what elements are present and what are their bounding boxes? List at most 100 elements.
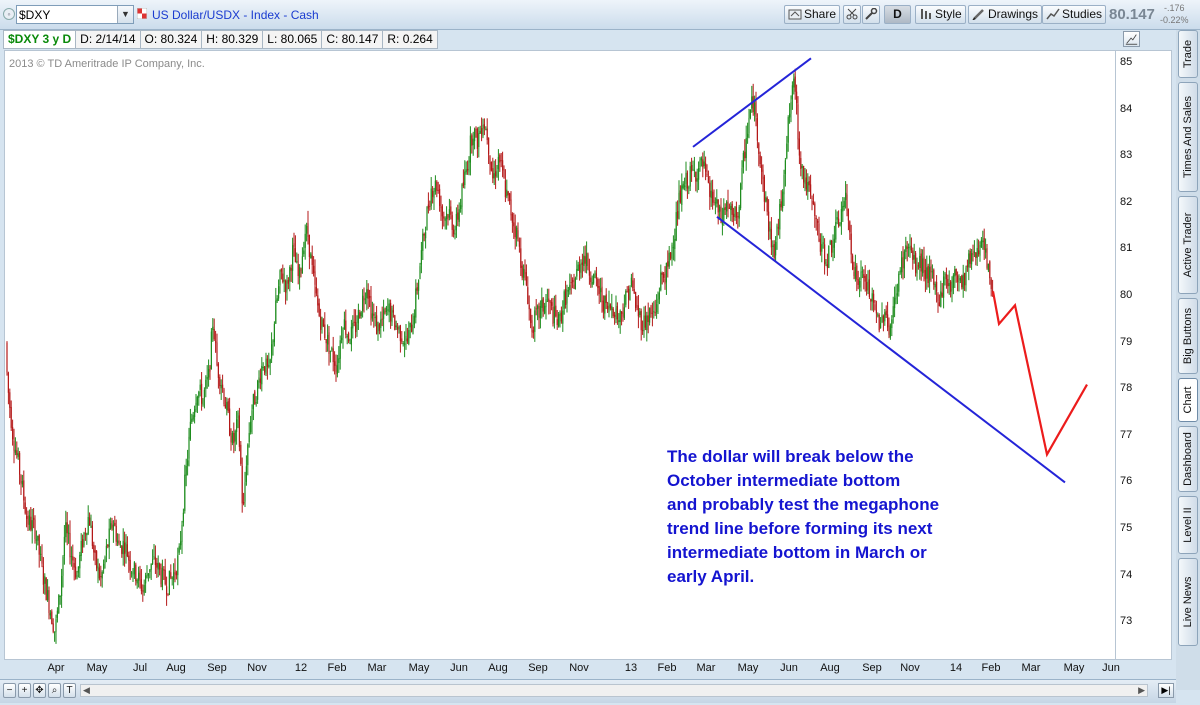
side-tab-live-news[interactable]: Live News	[1178, 558, 1198, 646]
top-toolbar: ◦ ▼ US Dollar/USDX - Index - Cash Share …	[0, 0, 1200, 30]
up-candle	[793, 78, 795, 88]
zoom-out-icon[interactable]: −	[3, 683, 16, 698]
down-candle	[121, 546, 123, 554]
price-chart[interactable]: 2013 © TD Ameritrade IP Company, Inc. Th…	[4, 50, 1116, 660]
down-candle	[570, 282, 572, 284]
time-axis[interactable]: Apr May Jul Aug Sep Nov 12 Feb Mar May Jun Aug Sep No…	[4, 660, 1119, 678]
down-candle	[373, 313, 375, 316]
up-candle	[976, 247, 978, 258]
up-candle	[559, 313, 561, 316]
down-candle	[691, 165, 693, 172]
style-button[interactable]: Style	[915, 5, 966, 24]
zoom-in-icon[interactable]: +	[18, 683, 31, 698]
up-candle	[903, 251, 905, 269]
scroll-to-end-icon[interactable]: ▶|	[1158, 683, 1174, 698]
down-candle	[933, 269, 935, 285]
down-candle	[920, 253, 922, 272]
down-candle	[213, 328, 215, 340]
up-candle	[409, 322, 411, 328]
down-candle	[290, 267, 292, 271]
side-tab-trade[interactable]: Trade	[1178, 30, 1198, 78]
up-candle	[776, 225, 778, 240]
chart-plot[interactable]	[5, 51, 1117, 661]
info-high: H: 80.329	[201, 30, 264, 49]
down-candle	[724, 207, 726, 210]
down-candle	[503, 168, 505, 179]
up-candle	[665, 263, 667, 283]
time-tick-label: Aug	[820, 662, 840, 674]
share-button[interactable]: Share	[784, 5, 841, 24]
net-change: -.176	[1164, 3, 1185, 13]
pan-icon[interactable]: ✥	[33, 683, 46, 698]
up-candle	[822, 242, 824, 244]
up-candle	[948, 283, 950, 287]
up-candle	[693, 169, 695, 171]
down-candle	[219, 376, 221, 387]
down-candle	[89, 517, 91, 526]
down-candle	[285, 280, 287, 293]
down-candle	[815, 217, 817, 220]
up-candle	[474, 129, 476, 142]
down-candle	[524, 269, 526, 275]
side-tab-active-trader[interactable]: Active Trader	[1178, 196, 1198, 294]
down-candle	[42, 566, 44, 585]
symbol-box[interactable]: ▼	[16, 5, 134, 24]
up-candle	[412, 325, 414, 335]
up-candle	[867, 281, 869, 291]
side-tab-big-buttons[interactable]: Big Buttons	[1178, 298, 1198, 374]
down-candle	[238, 415, 240, 447]
down-candle	[390, 302, 392, 322]
down-candle	[411, 324, 413, 332]
magnifier-icon[interactable]: ⌕	[48, 683, 61, 698]
down-candle	[320, 316, 322, 330]
down-candle	[552, 306, 554, 324]
daily-button[interactable]: D	[884, 5, 911, 24]
projection-path	[991, 291, 1088, 458]
scissors-button[interactable]	[843, 5, 861, 24]
down-candle	[264, 366, 266, 373]
up-candle	[639, 311, 641, 316]
up-candle	[374, 316, 376, 319]
down-candle	[23, 480, 25, 501]
scroll-left-icon[interactable]: ◀	[83, 685, 90, 695]
up-candle	[843, 201, 845, 208]
side-tab-level-ii[interactable]: Level II	[1178, 496, 1198, 554]
up-candle	[177, 555, 179, 576]
down-candle	[983, 238, 985, 250]
chart-scrollbar[interactable]: ◀ ▶	[80, 684, 1148, 697]
flag-icon[interactable]	[137, 8, 147, 19]
down-candle	[114, 522, 116, 526]
down-candle	[677, 211, 679, 219]
price-scale[interactable]: 73 74 75 76 77 78 79 80 81 82 83 84 85	[1116, 50, 1172, 660]
up-candle	[600, 288, 602, 293]
up-candle	[28, 515, 30, 525]
price-tick-label: 82	[1120, 195, 1133, 208]
link-circle-icon[interactable]: ◦	[3, 8, 15, 20]
symbol-dropdown-icon[interactable]: ▼	[117, 6, 133, 23]
up-candle	[922, 258, 924, 274]
down-candle	[796, 91, 798, 104]
scroll-right-icon[interactable]: ▶	[1138, 685, 1145, 695]
wrench-button[interactable]	[862, 5, 880, 24]
down-candle	[240, 444, 242, 464]
symbol-input[interactable]	[19, 7, 115, 22]
side-tab-chart[interactable]: Chart	[1178, 378, 1198, 422]
up-candle	[112, 524, 114, 531]
up-candle	[541, 299, 543, 308]
side-tab-label: Big Buttons	[1182, 307, 1194, 365]
side-tab-dashboard[interactable]: Dashboard	[1178, 426, 1198, 492]
down-candle	[66, 522, 68, 534]
down-candle	[429, 206, 431, 208]
side-tab-times-and-sales[interactable]: Times And Sales	[1178, 82, 1198, 192]
up-candle	[493, 173, 495, 179]
down-candle	[294, 248, 296, 263]
up-candle	[546, 300, 548, 302]
drawings-button[interactable]: Drawings	[968, 5, 1043, 24]
text-tool-icon[interactable]: T	[63, 683, 76, 698]
chart-settings-icon[interactable]	[1123, 31, 1140, 47]
down-candle	[595, 273, 597, 279]
up-candle	[76, 575, 78, 580]
down-candle	[555, 305, 557, 317]
symbol-period[interactable]: $DXY 3 y D	[3, 30, 77, 49]
studies-button[interactable]: Studies	[1042, 5, 1107, 24]
